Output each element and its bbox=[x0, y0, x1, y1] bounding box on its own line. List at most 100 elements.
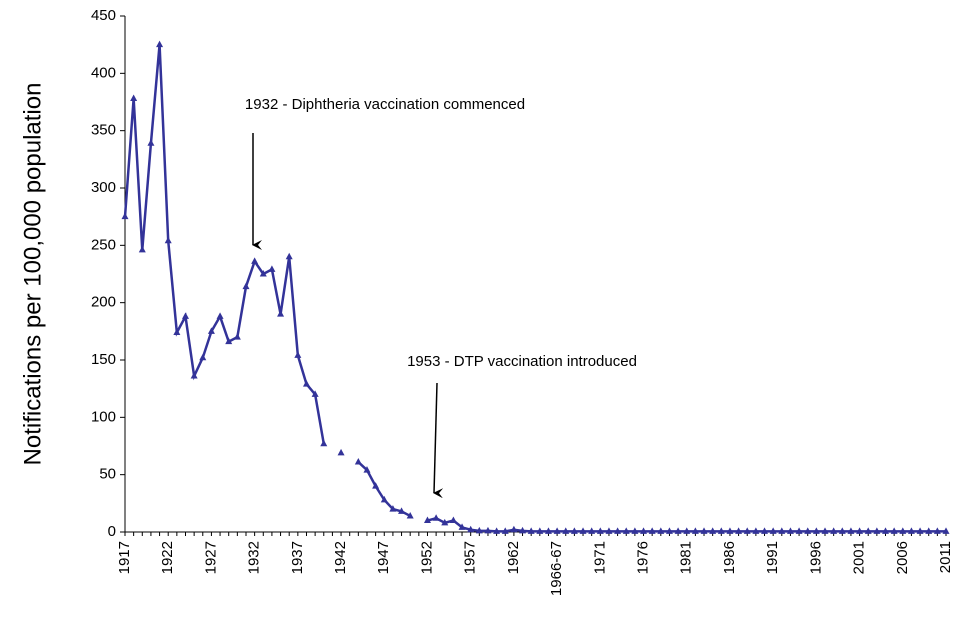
data-point bbox=[527, 527, 535, 534]
data-point bbox=[121, 212, 129, 220]
data-point bbox=[778, 527, 786, 534]
data-point bbox=[683, 527, 691, 534]
data-point bbox=[389, 505, 397, 512]
data-point bbox=[268, 265, 276, 272]
data-point bbox=[501, 527, 509, 534]
data-point bbox=[259, 270, 267, 277]
data-point bbox=[484, 526, 492, 534]
data-point bbox=[190, 372, 198, 379]
data-point bbox=[942, 527, 950, 534]
data-point bbox=[882, 527, 890, 534]
x-tick-label: 1947 bbox=[375, 541, 392, 574]
data-point bbox=[691, 527, 699, 534]
data-point bbox=[544, 527, 552, 534]
data-point bbox=[216, 312, 224, 319]
data-point bbox=[432, 514, 440, 521]
data-point bbox=[925, 527, 933, 534]
x-tick-label: 1976 bbox=[634, 541, 651, 574]
x-tick-label: 1957 bbox=[462, 541, 479, 574]
data-point bbox=[337, 448, 345, 456]
data-point bbox=[354, 458, 362, 465]
data-point bbox=[812, 527, 820, 534]
y-tick-label: 0 bbox=[108, 523, 116, 540]
x-tick-label: 1996 bbox=[807, 541, 824, 574]
data-point bbox=[864, 527, 872, 534]
data-point bbox=[631, 527, 639, 534]
data-point bbox=[899, 527, 907, 534]
data-point bbox=[657, 527, 665, 534]
data-point bbox=[242, 282, 250, 290]
x-tick-label: 1917 bbox=[116, 541, 133, 574]
data-point bbox=[130, 94, 138, 102]
data-point bbox=[294, 351, 302, 358]
data-point bbox=[890, 527, 898, 534]
data-point bbox=[907, 527, 915, 534]
x-tick-label: 1962 bbox=[505, 541, 522, 574]
data-point bbox=[847, 527, 855, 534]
data-point bbox=[467, 525, 475, 533]
data-point bbox=[873, 527, 881, 534]
data-point bbox=[648, 527, 656, 534]
x-tick-label: 1942 bbox=[332, 541, 349, 574]
annotation: 1953 - DTP vaccination introduced bbox=[407, 353, 637, 370]
data-point bbox=[752, 527, 760, 534]
data-point bbox=[786, 527, 794, 534]
annotation: 1932 - Diphtheria vaccination commenced bbox=[245, 96, 525, 113]
data-point bbox=[138, 245, 146, 253]
x-tick-label: 1937 bbox=[289, 541, 306, 574]
data-point bbox=[510, 525, 518, 533]
x-tick-label: 1966-67 bbox=[548, 541, 565, 596]
data-point bbox=[640, 527, 648, 534]
data-point bbox=[493, 527, 501, 534]
y-tick-label: 300 bbox=[91, 179, 116, 196]
data-point bbox=[181, 312, 189, 319]
data-point bbox=[596, 527, 604, 534]
data-point bbox=[665, 527, 673, 534]
data-point bbox=[285, 252, 293, 260]
data-point bbox=[769, 527, 777, 534]
x-tick-label: 1922 bbox=[159, 541, 176, 574]
data-point bbox=[700, 527, 708, 534]
data-point bbox=[743, 527, 751, 534]
data-point bbox=[709, 527, 717, 534]
data-point bbox=[233, 333, 241, 340]
data-point bbox=[804, 527, 812, 534]
data-point bbox=[311, 390, 319, 397]
data-point bbox=[207, 327, 215, 334]
data-point bbox=[761, 527, 769, 534]
data-point bbox=[441, 518, 449, 526]
data-point bbox=[579, 527, 587, 534]
data-point bbox=[933, 527, 941, 534]
y-axis-label: Notifications per 100,000 population bbox=[19, 83, 46, 466]
data-point bbox=[553, 527, 561, 534]
data-point bbox=[588, 527, 596, 534]
data-point bbox=[156, 40, 164, 48]
x-tick-label: 2001 bbox=[851, 541, 868, 574]
data-point bbox=[277, 310, 285, 317]
data-point bbox=[821, 527, 829, 534]
data-point bbox=[363, 466, 371, 473]
data-point bbox=[856, 527, 864, 534]
x-tick-label: 1927 bbox=[202, 541, 219, 574]
x-tick-label: 2011 bbox=[937, 541, 954, 573]
data-point bbox=[674, 527, 682, 534]
y-tick-label: 400 bbox=[91, 64, 116, 81]
data-point bbox=[735, 527, 743, 534]
x-tick-label: 2006 bbox=[894, 541, 911, 574]
data-point bbox=[838, 527, 846, 534]
y-tick-label: 100 bbox=[91, 408, 116, 425]
data-point bbox=[302, 380, 310, 387]
data-point bbox=[605, 527, 613, 534]
data-point bbox=[717, 527, 725, 534]
data-point bbox=[614, 527, 622, 534]
data-point bbox=[449, 516, 457, 524]
data-point bbox=[423, 516, 431, 524]
data-point bbox=[380, 495, 388, 503]
data-point bbox=[916, 527, 924, 534]
data-point bbox=[173, 328, 181, 335]
x-tick-label: 1952 bbox=[418, 541, 435, 574]
y-tick-label: 50 bbox=[99, 466, 116, 483]
data-point bbox=[372, 482, 380, 489]
